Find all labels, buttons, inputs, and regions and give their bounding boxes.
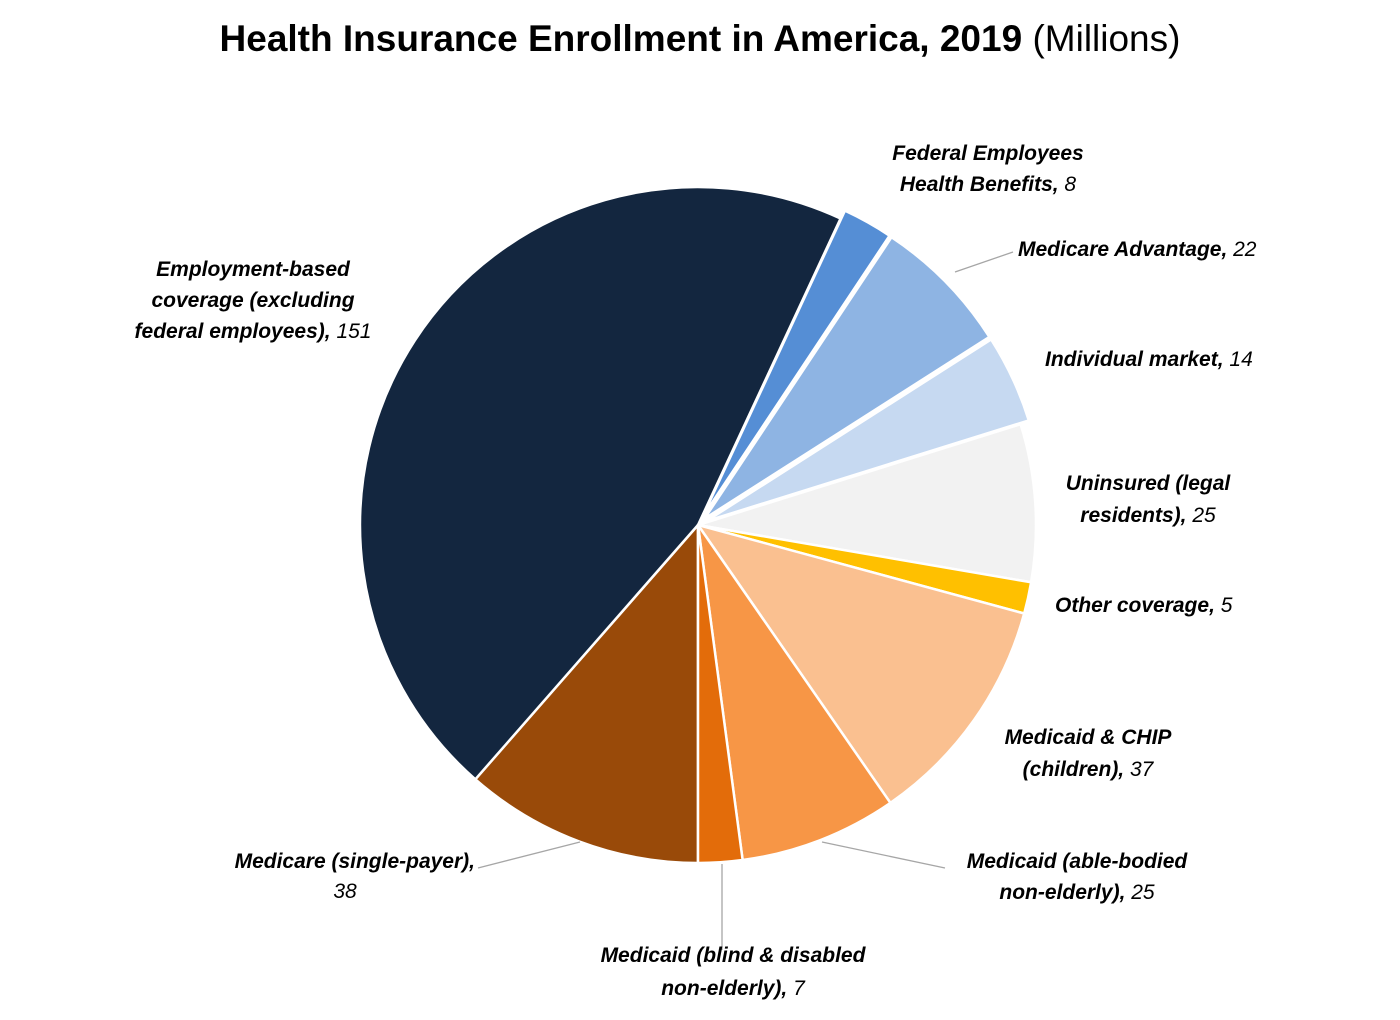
slice-label-5-line-0: Uninsured (legal [1066, 472, 1232, 495]
label-text: Medicare Advantage, [1018, 238, 1227, 261]
label-value: 14 [1224, 348, 1253, 371]
slice-label-2-line-0: Federal Employees [892, 142, 1083, 165]
label-value: 22 [1227, 238, 1257, 261]
slice-label-9-line-0: Medicaid (blind & disabled [601, 944, 867, 967]
label-value: 25 [1125, 881, 1155, 904]
label-text: Medicare (single-payer), [235, 850, 475, 873]
slice-label-2-line-1: Health Benefits, 8 [900, 173, 1077, 196]
leader-line-1 [477, 841, 581, 869]
label-text: Individual market, [1045, 348, 1224, 371]
label-text: residents), [1080, 504, 1186, 527]
slice-label-1-line-2: federal employees), 151 [135, 320, 372, 343]
slice-label-6-line-0: Other coverage, 5 [1055, 594, 1233, 617]
slice-label-1-line-0: Employment-based [156, 258, 351, 281]
slice-label-0-value: 38 [333, 880, 357, 903]
slice-label-4-line-0: Individual market, 14 [1045, 348, 1253, 371]
slice-label-8-line-1: non-elderly), 25 [999, 881, 1155, 904]
label-text: federal employees), [135, 320, 331, 343]
slice-label-0-line-0: Medicare (single-payer), [235, 850, 475, 873]
title-main: Health Insurance Enrollment in America, … [219, 18, 1023, 59]
pie-slice-8 [696, 523, 892, 862]
label-text: (children), [1023, 758, 1125, 781]
label-text: Employment-based [156, 258, 351, 281]
pie-slice-2 [701, 209, 891, 519]
label-text: non-elderly), [661, 977, 787, 1000]
pie-slice-0 [474, 523, 700, 865]
label-text: Medicaid (blind & disabled [601, 944, 867, 967]
pie-slice-3 [703, 235, 991, 520]
pie-slice-9 [696, 523, 744, 865]
slice-label-3-line-0: Medicare Advantage, 22 [1018, 238, 1257, 261]
title-unit: (Millions) [1032, 18, 1181, 59]
label-text: Medicaid & CHIP [1005, 726, 1173, 749]
label-text: Medicaid (able-bodied [967, 850, 1189, 873]
label-value: 151 [331, 320, 372, 343]
pie-slice-7 [696, 523, 1026, 805]
slice-label-9-line-1: non-elderly), 7 [661, 977, 806, 1000]
leader-line-0 [954, 251, 1014, 273]
chart-title: Health Insurance Enrollment in America, … [0, 18, 1400, 60]
slice-label-8-line-0: Medicaid (able-bodied [967, 850, 1189, 873]
label-value: 25 [1187, 504, 1217, 527]
label-text: Health Benefits, [900, 173, 1059, 196]
label-value: 5 [1215, 594, 1233, 617]
pie-slice-1 [358, 185, 842, 781]
label-text: coverage (excluding [151, 289, 354, 312]
label-value: 8 [1059, 173, 1077, 196]
slice-label-1-line-1: coverage (excluding [151, 289, 354, 312]
label-text: Federal Employees [892, 142, 1083, 165]
label-value: 37 [1124, 758, 1155, 781]
label-text: Other coverage, [1055, 594, 1215, 617]
pie-slice-5 [696, 422, 1038, 584]
pie-slice-4 [704, 338, 1031, 523]
label-text: Uninsured (legal [1066, 472, 1232, 495]
slice-label-5-line-1: residents), 25 [1080, 504, 1216, 527]
label-text: non-elderly), [999, 881, 1125, 904]
slice-label-7-line-0: Medicaid & CHIP [1005, 726, 1173, 749]
leader-line-2 [821, 841, 946, 869]
slice-label-7-line-1: (children), 37 [1023, 758, 1155, 781]
label-value: 7 [787, 977, 806, 1000]
